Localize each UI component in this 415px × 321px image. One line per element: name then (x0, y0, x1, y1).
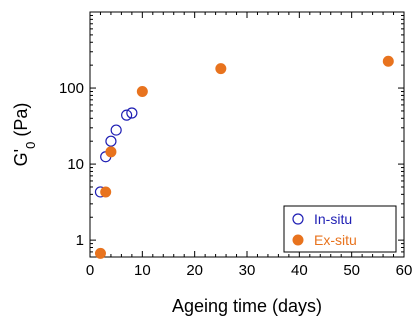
data-point-in-situ (126, 107, 138, 119)
legend-marker (292, 213, 304, 225)
data-point-in-situ (110, 124, 122, 136)
data-point-ex-situ (382, 55, 394, 67)
legend-label: Ex-situ (314, 232, 357, 248)
x-tick-label: 60 (396, 262, 413, 279)
data-point-ex-situ (136, 86, 148, 98)
y-tick-label: 10 (67, 156, 84, 173)
axis-ticks: 0 10 20 30 40 50 60 1 10 100 (59, 12, 412, 279)
data-point-ex-situ (100, 186, 112, 198)
x-tick-label: 30 (239, 262, 256, 279)
x-tick-label: 40 (291, 262, 308, 279)
data-point-ex-situ (94, 247, 106, 259)
x-tick-label: 50 (343, 262, 360, 279)
legend-box (283, 205, 397, 253)
x-tick-label: 20 (186, 262, 203, 279)
y-axis-title-main: G' (11, 149, 31, 166)
y-axis-title-subscript: 0 (23, 142, 38, 149)
y-axis-title: G'0 (Pa) (11, 103, 38, 167)
y-tick-label: 1 (76, 232, 84, 249)
data-point-ex-situ (105, 146, 117, 158)
y-tick-label: 100 (59, 80, 84, 97)
data-point-in-situ (121, 109, 133, 121)
x-tick-label: 0 (86, 262, 94, 279)
data-marks (94, 55, 394, 259)
y-axis-title-unit: (Pa) (11, 103, 31, 142)
x-axis-title: Ageing time (days) (172, 296, 322, 316)
legend-label: In-situ (314, 211, 352, 227)
data-point-in-situ (105, 135, 117, 147)
x-tick-label: 10 (134, 262, 151, 279)
legend: In-situ Ex-situ (283, 205, 397, 253)
data-point-ex-situ (215, 63, 227, 75)
legend-marker (292, 234, 304, 246)
